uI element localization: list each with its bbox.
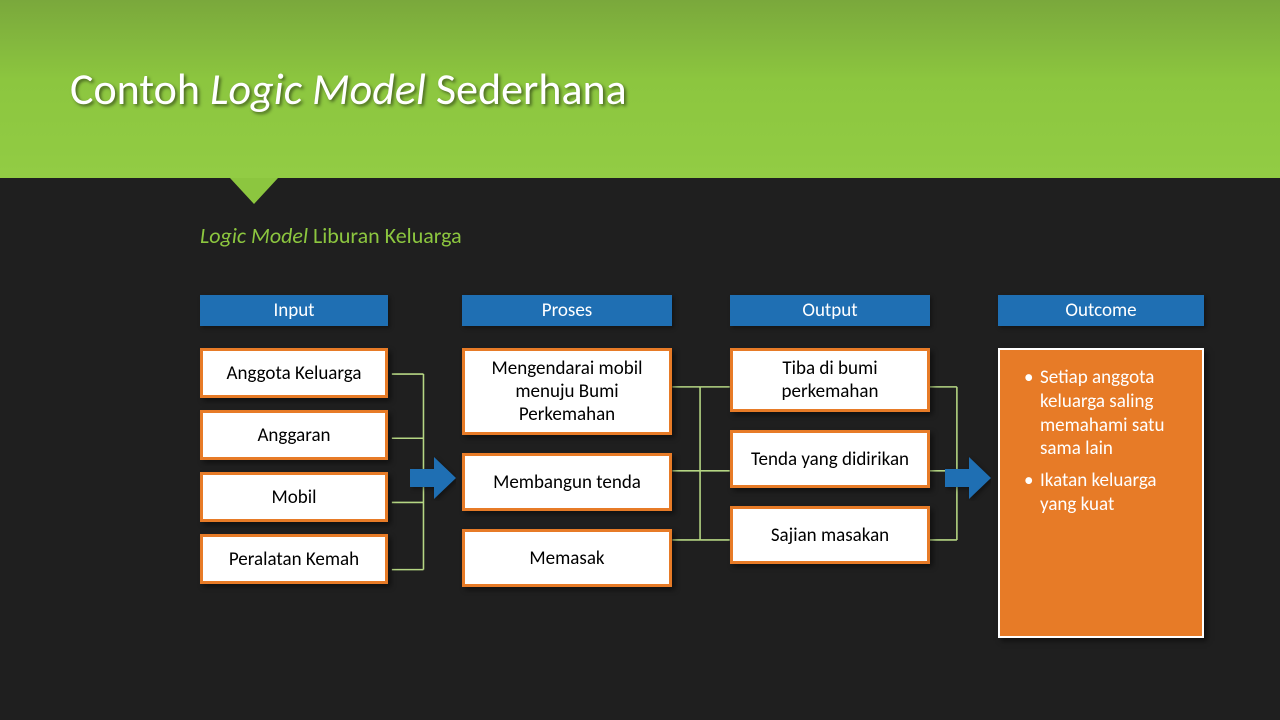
- title-italic: Logic Model: [210, 62, 426, 116]
- column-header-outcome: Outcome: [998, 295, 1204, 326]
- subtitle: Logic Model Liburan Keluarga: [200, 222, 462, 249]
- slide-header: Contoh Logic Model Sederhana: [0, 0, 1280, 178]
- output-box: Sajian masakan: [730, 506, 930, 564]
- proses-box: Mengendarai mobil menuju Bumi Perkemahan: [462, 348, 672, 435]
- column-header-output: Output: [730, 295, 930, 326]
- outcome-list: Setiap anggota keluarga saling memahami …: [1024, 366, 1192, 517]
- slide-title: Contoh Logic Model Sederhana: [70, 62, 627, 116]
- outcome-item: Setiap anggota keluarga saling memahami …: [1024, 366, 1192, 461]
- input-box: Anggaran: [200, 410, 388, 460]
- subtitle-italic: Logic Model: [200, 222, 308, 249]
- column-output: Output Tiba di bumi perkemahan Tenda yang…: [730, 295, 930, 582]
- arrow-icon: [945, 455, 991, 501]
- output-box: Tiba di bumi perkemahan: [730, 348, 930, 412]
- logic-model-diagram: Input Anggota Keluarga Anggaran Mobil Peral…: [200, 295, 1210, 700]
- column-input: Input Anggota Keluarga Anggaran Mobil Peral…: [200, 295, 388, 596]
- title-pre: Contoh: [70, 62, 210, 116]
- proses-box: Memasak: [462, 529, 672, 587]
- outcome-box: Setiap anggota keluarga saling memahami …: [998, 348, 1204, 638]
- column-proses: Proses Mengendarai mobil menuju Bumi Per…: [462, 295, 672, 605]
- column-outcome: Outcome Setiap anggota keluarga saling m…: [998, 295, 1204, 638]
- input-box: Peralatan Kemah: [200, 534, 388, 584]
- column-header-proses: Proses: [462, 295, 672, 326]
- input-box: Anggota Keluarga: [200, 348, 388, 398]
- input-box: Mobil: [200, 472, 388, 522]
- arrow-icon: [410, 455, 456, 501]
- outcome-item: Ikatan keluarga yang kuat: [1024, 469, 1192, 517]
- output-box: Tenda yang didirikan: [730, 430, 930, 488]
- subtitle-rest: Liburan Keluarga: [308, 222, 462, 249]
- column-header-input: Input: [200, 295, 388, 326]
- proses-box: Membangun tenda: [462, 453, 672, 511]
- title-post: Sederhana: [426, 62, 627, 116]
- header-pointer-icon: [230, 178, 278, 204]
